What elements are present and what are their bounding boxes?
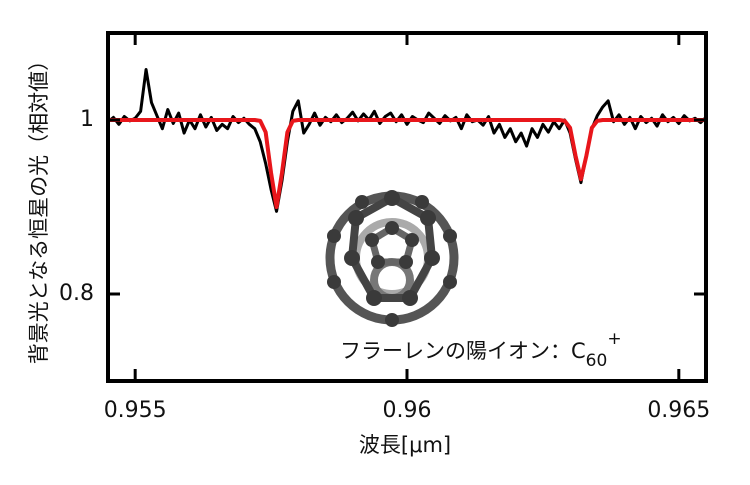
annotation-sub: 60 xyxy=(586,351,608,371)
x-axis-title: 波長[μm] xyxy=(359,433,451,457)
annotation-text: フラーレンの陽イオン：C xyxy=(340,339,586,363)
annotation: フラーレンの陽イオン：C60+ xyxy=(340,329,622,371)
y-axis-title: 背景光となる恒星の光（相対値） xyxy=(27,50,51,364)
molecule-illustration xyxy=(325,190,459,327)
plot-frame xyxy=(106,31,708,383)
x-tick-label: 0.96 xyxy=(383,398,432,423)
y-tick-label: 1 xyxy=(80,107,94,132)
y-tick-label: 0.8 xyxy=(59,281,94,306)
x-tick-label: 0.955 xyxy=(104,398,167,423)
series-line xyxy=(107,68,708,213)
annotation-sup: + xyxy=(607,329,621,349)
x-tick-label: 0.965 xyxy=(647,398,710,423)
series-line xyxy=(108,118,706,209)
